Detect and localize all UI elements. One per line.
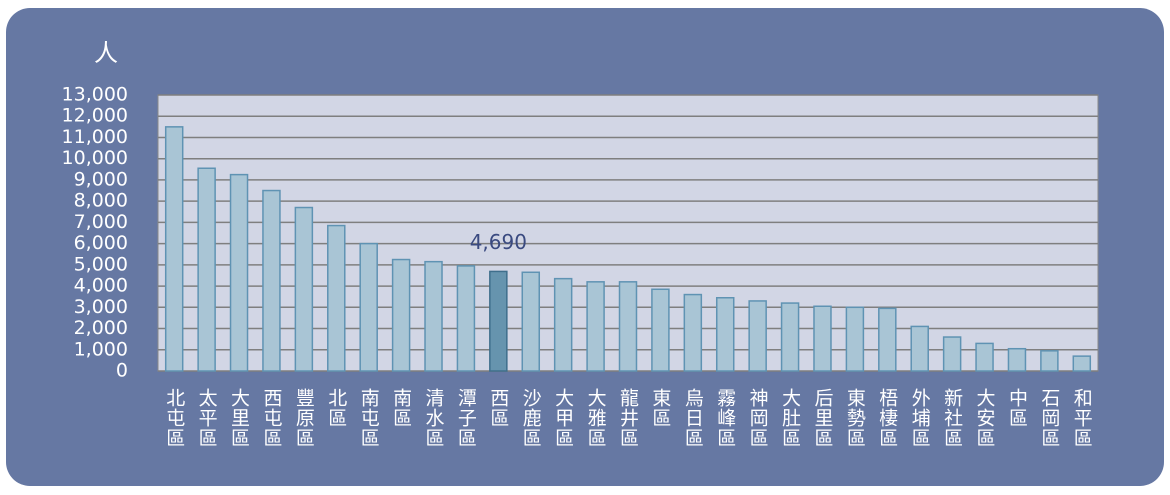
x-tick-label: 大雅區 bbox=[585, 388, 607, 448]
x-tick-label: 清水區 bbox=[423, 388, 445, 448]
bar bbox=[164, 126, 184, 372]
x-tick-label: 外埔區 bbox=[909, 388, 931, 448]
bar bbox=[229, 173, 249, 372]
bar bbox=[521, 271, 541, 372]
bar bbox=[391, 258, 411, 372]
x-tick-label: 西區 bbox=[487, 388, 509, 428]
y-tick-label: 2,000 bbox=[74, 317, 128, 339]
y-axis-label: 人 bbox=[94, 39, 118, 67]
x-tick-label: 烏日區 bbox=[682, 388, 704, 448]
bar bbox=[975, 342, 994, 372]
x-tick-label: 神岡區 bbox=[747, 388, 769, 448]
bar bbox=[813, 305, 832, 372]
x-tick-label: 中區 bbox=[1006, 388, 1028, 428]
y-tick-label: 12,000 bbox=[62, 105, 128, 127]
x-tick-label: 東勢區 bbox=[844, 388, 866, 448]
bar bbox=[586, 281, 605, 372]
x-tick-label: 后里區 bbox=[811, 388, 833, 448]
x-tick-label: 和平區 bbox=[1071, 388, 1093, 448]
y-tick-label: 1,000 bbox=[74, 338, 128, 360]
bar bbox=[359, 242, 378, 372]
bar bbox=[424, 260, 443, 372]
y-tick-label: 10,000 bbox=[62, 147, 128, 169]
y-tick-label: 11,000 bbox=[62, 126, 128, 148]
y-tick-label: 7,000 bbox=[74, 211, 128, 233]
bar bbox=[1007, 347, 1027, 372]
x-tick-label: 太平區 bbox=[196, 388, 218, 448]
bar bbox=[1040, 350, 1059, 372]
x-tick-label: 豐原區 bbox=[293, 388, 315, 448]
bar bbox=[683, 293, 703, 372]
x-tick-label: 大肚區 bbox=[779, 388, 801, 448]
bar bbox=[845, 306, 865, 372]
x-tick-label: 北屯區 bbox=[163, 388, 185, 448]
x-tick-label: 南屯區 bbox=[358, 388, 380, 448]
bar bbox=[294, 206, 314, 372]
x-tick-label: 龍井區 bbox=[617, 388, 639, 448]
y-tick-label: 5,000 bbox=[74, 253, 128, 275]
x-tick-label: 北區 bbox=[325, 388, 347, 428]
bar bbox=[456, 265, 476, 372]
bar bbox=[618, 281, 638, 372]
bar bbox=[748, 300, 767, 372]
y-tick-label: 8,000 bbox=[74, 190, 128, 212]
bar bbox=[489, 270, 508, 372]
x-tick-label: 新社區 bbox=[941, 388, 963, 448]
bar bbox=[942, 336, 962, 372]
bar bbox=[1072, 355, 1092, 372]
x-tick-label: 沙鹿區 bbox=[520, 388, 542, 448]
x-tick-label: 梧棲區 bbox=[876, 388, 898, 448]
bar bbox=[910, 325, 929, 372]
value-label: 4,690 bbox=[470, 230, 527, 254]
bar bbox=[262, 189, 281, 372]
bar bbox=[715, 297, 735, 372]
x-tick-label: 東區 bbox=[649, 388, 671, 428]
x-tick-label: 南區 bbox=[390, 388, 412, 428]
x-tick-label: 大甲區 bbox=[552, 388, 574, 448]
y-tick-label: 3,000 bbox=[74, 296, 128, 318]
x-tick-label: 霧峰區 bbox=[714, 388, 736, 448]
bar bbox=[553, 277, 573, 372]
bar bbox=[327, 224, 346, 372]
y-tick-label: 0 bbox=[116, 360, 128, 382]
bar bbox=[780, 302, 800, 372]
bar bbox=[878, 307, 897, 372]
y-tick-label: 4,000 bbox=[74, 275, 128, 297]
x-tick-label: 大安區 bbox=[974, 388, 996, 448]
y-tick-label: 13,000 bbox=[62, 84, 128, 106]
bar bbox=[197, 167, 216, 372]
x-tick-label: 石岡區 bbox=[1038, 388, 1060, 448]
y-tick-label: 6,000 bbox=[74, 232, 128, 254]
y-tick-label: 9,000 bbox=[74, 168, 128, 190]
bar bbox=[651, 288, 670, 372]
x-tick-label: 大里區 bbox=[228, 388, 250, 448]
x-tick-label: 潭子區 bbox=[455, 388, 477, 448]
x-tick-label: 西屯區 bbox=[260, 388, 282, 448]
